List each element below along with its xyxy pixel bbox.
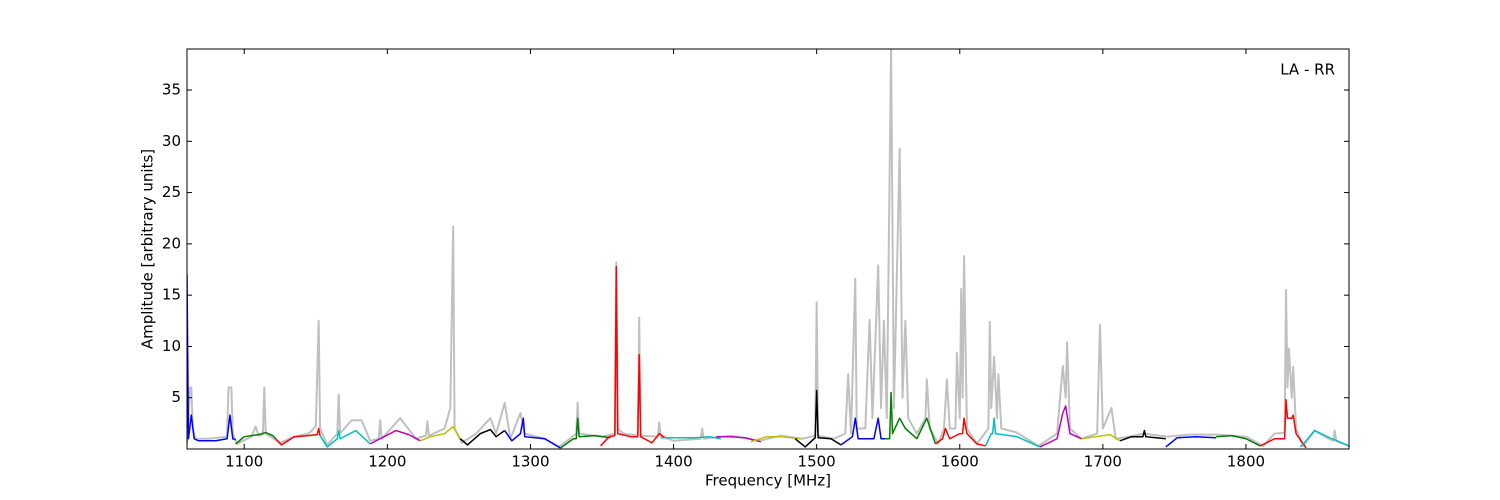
series-line (840, 417, 886, 446)
x-tick-label: 1300 (511, 453, 549, 471)
series-line (419, 425, 461, 442)
series-line (750, 435, 801, 443)
series-line (660, 435, 721, 440)
series-line (716, 435, 762, 443)
plot-area (187, 49, 1349, 449)
y-tick-label: 10 (162, 337, 181, 355)
x-tick-label: 1100 (225, 453, 263, 471)
series-line (275, 427, 321, 446)
plot-frame (186, 48, 1350, 450)
series-line (1215, 434, 1261, 447)
series-line (187, 274, 236, 442)
series-line (187, 49, 1349, 448)
x-tick-label: 1500 (798, 453, 836, 471)
annotation: LA - RR (1280, 61, 1335, 79)
series-line (1081, 433, 1121, 442)
series-line (459, 428, 506, 446)
y-axis-label: Amplitude [arbitrary units] (139, 149, 157, 349)
y-tick-label: 25 (162, 183, 181, 201)
x-axis-label: Frequency [MHz] (705, 472, 831, 490)
series-line (600, 265, 666, 447)
x-tick-label: 1600 (941, 453, 979, 471)
series-line (1165, 435, 1216, 448)
y-tick-label: 30 (162, 132, 181, 150)
series-line (1119, 429, 1166, 442)
series-line (319, 429, 371, 448)
series-line (984, 417, 1041, 448)
series-line (885, 391, 937, 445)
series-line (235, 431, 277, 445)
x-tick-label: 1800 (1227, 453, 1265, 471)
y-tick-label: 20 (162, 234, 181, 252)
series-line (934, 417, 986, 447)
series-line (1259, 399, 1307, 449)
series-line (794, 389, 842, 448)
series-line (1299, 429, 1349, 448)
x-tick-label: 1200 (368, 453, 406, 471)
series-line (504, 417, 561, 449)
series-line (369, 429, 421, 445)
y-tick-label: 5 (171, 388, 181, 406)
y-tick-label: 35 (162, 81, 181, 99)
x-tick-label: 1700 (1084, 453, 1122, 471)
y-tick-label: 15 (162, 286, 181, 304)
series-line (560, 417, 611, 449)
x-tick-label: 1400 (654, 453, 692, 471)
series-line (1039, 405, 1082, 448)
